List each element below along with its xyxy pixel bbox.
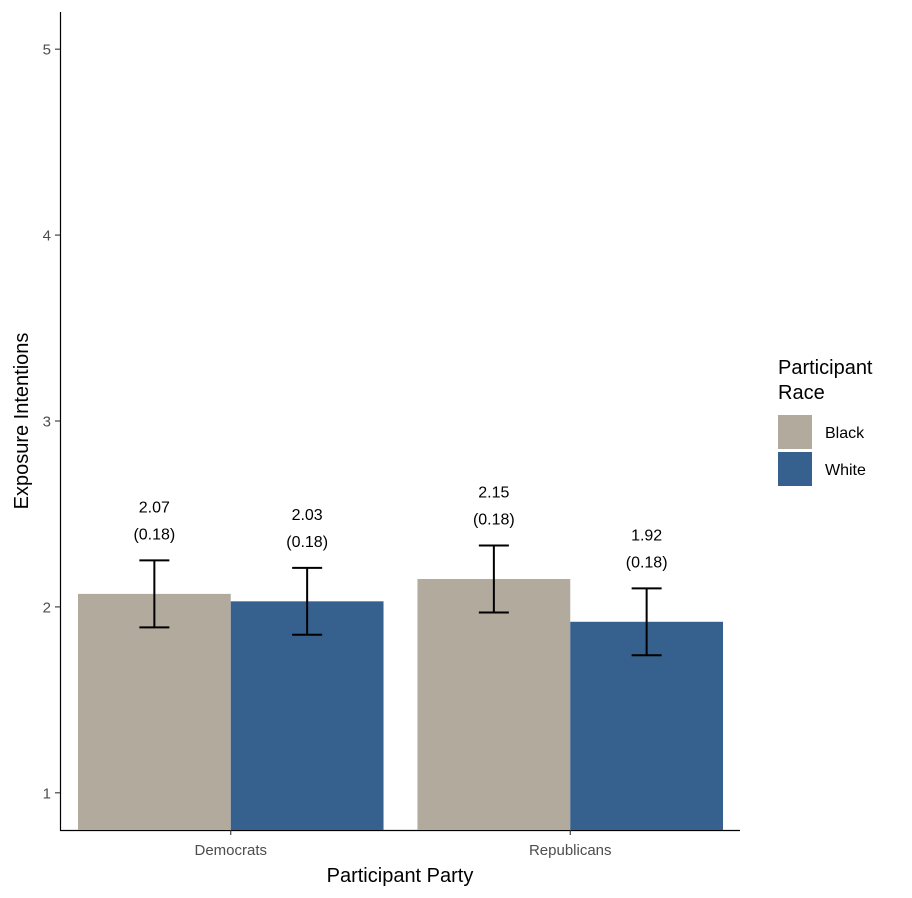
- data-label-se: (0.18): [626, 554, 668, 571]
- legend-title-line-2: Race: [778, 382, 825, 404]
- legend-swatch: [778, 452, 812, 486]
- axes: [59, 12, 740, 832]
- x-tick-label: Republicans: [529, 842, 612, 859]
- y-axis-title: Exposure Intentions: [11, 333, 33, 510]
- x-tick-label: Democrats: [194, 842, 267, 859]
- x-axis-title: Participant Party: [327, 865, 474, 887]
- legend-label: Black: [825, 425, 865, 442]
- y-tick-label: 5: [43, 42, 51, 59]
- y-tick-label: 2: [43, 599, 51, 616]
- legend-title-line-1: Participant: [778, 357, 873, 379]
- y-ticks: 1 2 3 4 5: [43, 42, 60, 802]
- data-label-value: 2.03: [292, 507, 323, 524]
- y-tick-label: 3: [43, 414, 51, 431]
- bar: [230, 601, 384, 830]
- data-label-se: (0.18): [286, 534, 328, 551]
- bars: 2.07 (0.18) 2.03 (0.18) 2.15 (0.18) 1.92 (0.18): [77, 485, 724, 830]
- bar: [77, 593, 231, 830]
- y-tick-label: 1: [43, 785, 51, 802]
- legend-label: White: [825, 462, 866, 479]
- data-label-value: 2.15: [478, 485, 509, 502]
- data-label-value: 2.07: [139, 499, 170, 516]
- bar: [570, 621, 724, 830]
- data-label-value: 1.92: [631, 527, 662, 544]
- x-ticks: Democrats Republicans: [194, 830, 612, 859]
- data-label-se: (0.18): [473, 512, 515, 529]
- legend: Participant Race Black White: [778, 357, 873, 486]
- bar: [417, 579, 571, 830]
- data-label-se: (0.18): [133, 526, 175, 543]
- y-tick-label: 4: [43, 228, 51, 245]
- legend-swatch: [778, 415, 812, 449]
